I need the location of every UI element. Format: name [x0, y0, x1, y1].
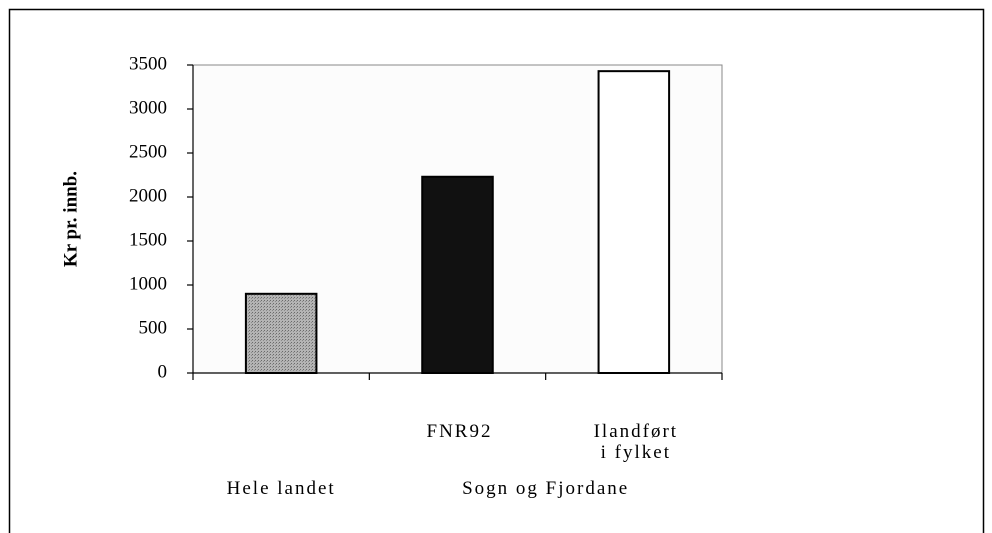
x-tick-label: Ilandført i fylket: [593, 421, 679, 463]
y-tick-label: 1000: [129, 273, 167, 294]
bar: [597, 70, 671, 374]
y-axis-label: Kr pr. innb.: [60, 171, 81, 267]
x-tick-label: Hele landet: [226, 478, 336, 499]
x-tick-label: FNR92: [426, 421, 493, 442]
y-tick-label: 1500: [129, 229, 167, 250]
bar: [244, 292, 318, 374]
group-label: Sogn og Fjordane: [462, 478, 630, 499]
y-tick-label: 2000: [129, 185, 167, 206]
bar: [421, 175, 494, 374]
y-tick-label: 2500: [129, 141, 167, 162]
y-tick-label: 0: [158, 361, 168, 382]
y-tick-label: 3500: [129, 53, 167, 74]
y-tick-label: 500: [139, 317, 168, 338]
frame: [8, 8, 985, 533]
y-tick-label: 3000: [129, 97, 167, 118]
